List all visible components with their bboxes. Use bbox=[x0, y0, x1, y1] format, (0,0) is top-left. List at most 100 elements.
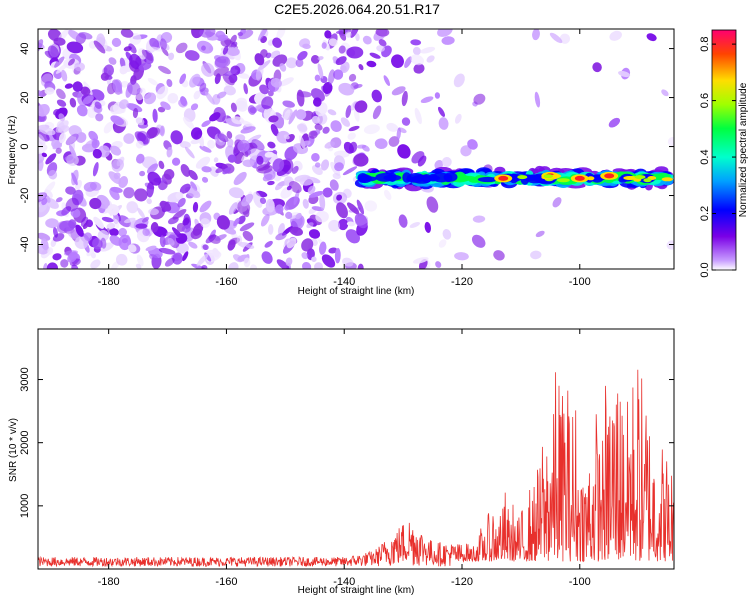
noise-blob bbox=[189, 73, 201, 88]
noise-blob bbox=[243, 83, 248, 95]
noise-blob bbox=[374, 138, 388, 150]
noise-blob bbox=[228, 187, 244, 199]
noise-blob bbox=[47, 45, 60, 60]
noise-blob bbox=[207, 36, 219, 41]
noise-blob bbox=[334, 162, 344, 172]
noise-blob bbox=[350, 29, 360, 38]
noise-blob bbox=[388, 136, 400, 147]
noise-blob bbox=[59, 220, 76, 232]
noise-blob bbox=[453, 73, 465, 88]
noise-blob bbox=[179, 183, 191, 194]
noise-blob bbox=[53, 37, 66, 46]
noise-blob bbox=[345, 229, 361, 244]
noise-blob bbox=[101, 216, 114, 223]
noise-blob bbox=[68, 125, 82, 137]
y-tick-label: 20 bbox=[19, 91, 31, 103]
noise-blob bbox=[111, 206, 119, 216]
noise-blob bbox=[149, 46, 163, 52]
y-tick-label: 0 bbox=[19, 143, 31, 149]
noise-blob bbox=[261, 251, 273, 264]
noise-blob bbox=[71, 264, 79, 269]
noise-blob bbox=[192, 223, 204, 236]
noise-blob bbox=[182, 251, 189, 262]
spectrogram-marks bbox=[38, 29, 674, 269]
noise-blob bbox=[343, 141, 354, 154]
signal-warm-blob bbox=[587, 176, 595, 181]
noise-blob bbox=[308, 130, 318, 139]
noise-blob bbox=[310, 55, 320, 64]
noise-blob bbox=[97, 230, 109, 242]
noise-blob bbox=[135, 117, 145, 126]
signal-blob bbox=[525, 174, 545, 184]
noise-blob bbox=[61, 69, 68, 82]
snr-frame bbox=[37, 328, 675, 570]
snr-line bbox=[38, 369, 674, 568]
noise-blob bbox=[311, 153, 320, 162]
noise-blob bbox=[146, 181, 155, 198]
noise-blob bbox=[64, 155, 73, 161]
noise-blob bbox=[171, 227, 184, 240]
noise-blob bbox=[146, 198, 152, 205]
noise-blob bbox=[332, 173, 341, 180]
noise-blob bbox=[293, 189, 300, 206]
noise-blob bbox=[55, 197, 63, 203]
noise-blob bbox=[361, 144, 370, 152]
noise-blob bbox=[217, 133, 229, 143]
noise-blob bbox=[195, 156, 211, 169]
noise-blob bbox=[242, 230, 254, 242]
noise-blob bbox=[146, 163, 159, 174]
noise-blob bbox=[56, 99, 67, 107]
noise-blob bbox=[129, 53, 142, 70]
noise-blob bbox=[190, 127, 203, 140]
noise-blob bbox=[328, 247, 338, 254]
noise-blob bbox=[175, 242, 189, 254]
noise-blob bbox=[150, 222, 159, 233]
noise-blob bbox=[309, 191, 324, 198]
snr-panel: -180 -160 -140 -120 -100 1000 2000 3000 Height… bbox=[8, 328, 675, 596]
chart-title: C2E5.2026.064.20.51.R17 bbox=[274, 1, 440, 17]
noise-blob bbox=[283, 134, 290, 140]
snr-x-ticks: -180 -160 -140 -120 -100 bbox=[98, 329, 591, 588]
noise-blob bbox=[233, 254, 243, 263]
noise-blob bbox=[223, 85, 236, 96]
noise-blob bbox=[93, 40, 106, 54]
noise-blob bbox=[336, 202, 348, 219]
noise-blob bbox=[119, 57, 126, 69]
noise-blob bbox=[372, 105, 382, 120]
spectrogram-y-ticks: -40 -20 0 20 40 bbox=[19, 42, 674, 252]
noise-blob bbox=[41, 238, 49, 251]
noise-blob bbox=[159, 235, 166, 248]
noise-blob bbox=[118, 99, 129, 109]
noise-blob bbox=[473, 93, 486, 105]
colorbar-label: Normalized spectral amplitude bbox=[738, 82, 749, 217]
noise-blob bbox=[256, 164, 273, 174]
noise-blob bbox=[92, 237, 103, 250]
noise-blob bbox=[317, 63, 324, 79]
noise-blob bbox=[661, 89, 669, 97]
x-tick-label: -100 bbox=[569, 576, 591, 588]
noise-blob bbox=[147, 77, 158, 86]
noise-blob bbox=[184, 146, 195, 159]
noise-blob bbox=[134, 188, 148, 202]
noise-blob bbox=[89, 197, 102, 210]
noise-blob bbox=[291, 165, 299, 174]
noise-blob bbox=[92, 148, 102, 159]
noise-blob bbox=[410, 39, 422, 46]
noise-blob bbox=[618, 70, 631, 78]
noise-blob bbox=[592, 62, 602, 73]
noise-blob bbox=[228, 202, 238, 215]
noise-blob bbox=[441, 157, 452, 167]
noise-blob bbox=[38, 232, 51, 241]
noise-blob bbox=[215, 234, 227, 241]
noise-blob bbox=[441, 36, 455, 45]
noise-blob bbox=[437, 29, 453, 37]
noise-blob bbox=[167, 92, 179, 104]
noise-blob bbox=[296, 89, 305, 107]
noise-blob bbox=[437, 106, 446, 117]
noise-blob bbox=[196, 40, 214, 54]
noise-blob bbox=[412, 46, 421, 56]
noise-blob bbox=[311, 256, 317, 262]
signal-peak bbox=[604, 173, 615, 179]
noise-blob bbox=[279, 77, 294, 87]
noise-blob bbox=[109, 145, 122, 156]
